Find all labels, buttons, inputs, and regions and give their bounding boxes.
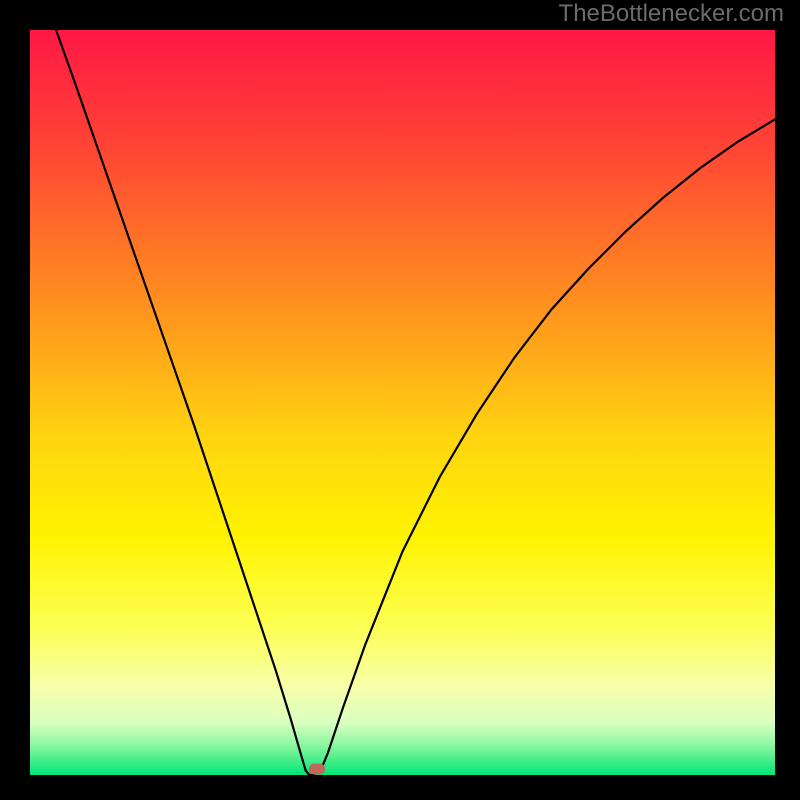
bottleneck-curve (30, 30, 775, 775)
watermark-text: TheBottlenecker.com (559, 0, 784, 28)
curve-path (56, 30, 775, 775)
plot-area (30, 30, 775, 775)
chart-container: TheBottlenecker.com (0, 0, 800, 800)
optimal-marker (309, 764, 325, 775)
